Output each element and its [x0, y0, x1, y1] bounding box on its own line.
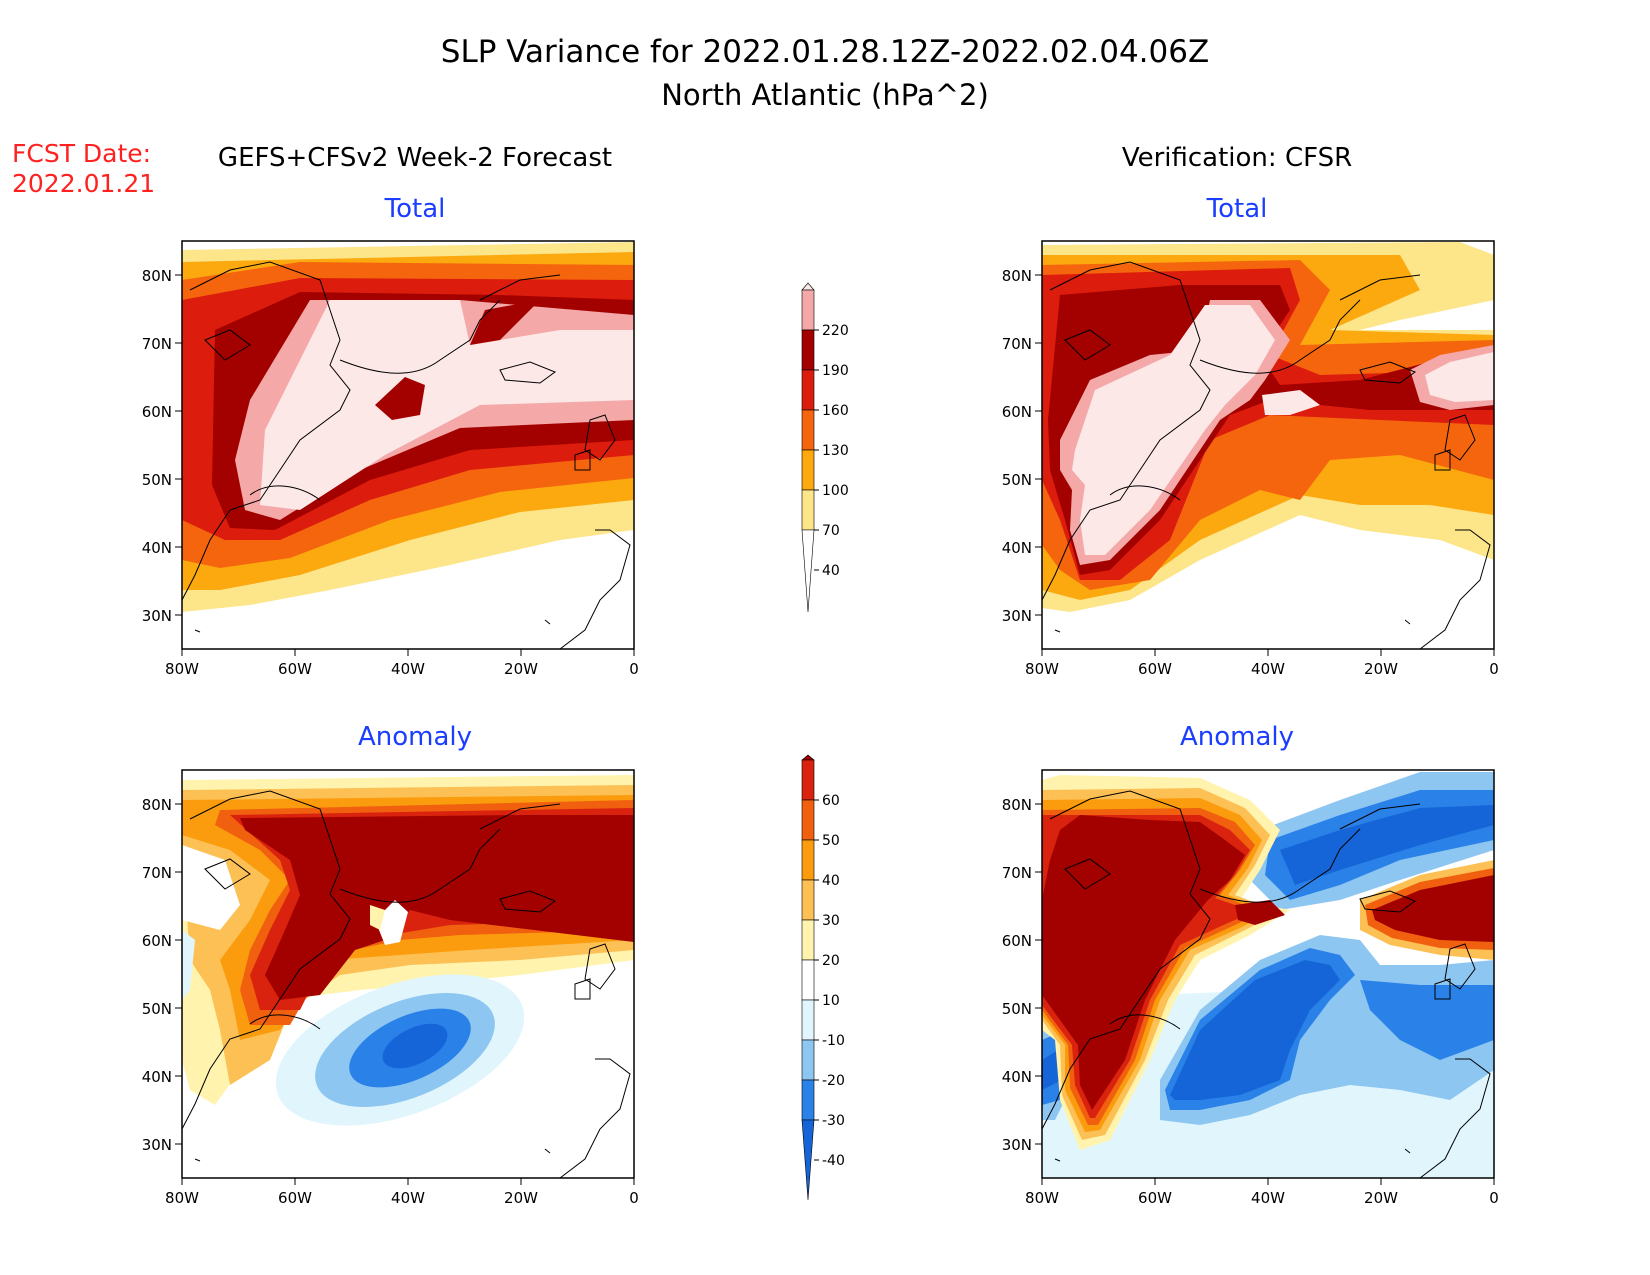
colorbar-box — [801, 409, 815, 451]
lon-tick-label: 0 — [629, 1189, 639, 1207]
lat-tick-label: 70N — [1002, 335, 1032, 353]
colorbar-label: 40 — [822, 563, 840, 579]
colorbar-box — [801, 289, 815, 331]
panel-title-fcst-anomaly: Anomaly — [358, 722, 472, 752]
axes-layer: 80W 60W 40W 20W 0 80N 70N 60N 50N 40N 30N 80W 60W 40W… — [142, 267, 1499, 1207]
colorbar-box — [801, 759, 815, 801]
panel-title-verif-total: Total — [1206, 194, 1268, 224]
colorbar-box — [801, 959, 815, 1001]
lon-tick-label: 40W — [1251, 660, 1285, 678]
lon-tick-label: 0 — [1489, 1189, 1499, 1207]
colorbar-box — [801, 919, 815, 961]
panel-title-fcst-total: Total — [384, 194, 446, 224]
colorbar-box — [801, 799, 815, 841]
lon-tick-label: 20W — [1364, 1189, 1398, 1207]
map-verif-total — [1042, 241, 1494, 649]
colorbar-label: 100 — [822, 483, 849, 499]
lon-tick-label: 80W — [165, 1189, 199, 1207]
colorbar-label: 20 — [822, 953, 840, 969]
colorbar-top-triangle — [801, 282, 815, 291]
lon-tick-label: 40W — [391, 660, 425, 678]
lat-tick-label: 30N — [1002, 1136, 1032, 1154]
lat-tick-label: 30N — [142, 607, 172, 625]
lon-tick-label: 20W — [1364, 660, 1398, 678]
lat-tick-label: 40N — [142, 539, 172, 557]
panel-title-verif-anomaly: Anomaly — [1180, 722, 1294, 752]
colorbar-box — [801, 1039, 815, 1081]
lat-tick-label: 70N — [142, 864, 172, 882]
lat-tick-label: 50N — [142, 471, 172, 489]
colorbar-label: -40 — [822, 1153, 845, 1169]
lon-tick-label: 80W — [1025, 660, 1059, 678]
colorbar-label: 190 — [822, 363, 849, 379]
colorbar-label: 50 — [822, 833, 840, 849]
lat-tick-label: 40N — [142, 1068, 172, 1086]
lat-tick-label: 60N — [142, 403, 172, 421]
colorbar-box — [801, 999, 815, 1041]
lon-tick-label: 60W — [1138, 1189, 1172, 1207]
colorbar-box — [801, 879, 815, 921]
colorbar-anomaly: 60 50 40 30 20 10 -10 -20 -30 -40 — [801, 754, 845, 1201]
colorbar-label: 220 — [822, 323, 849, 339]
lat-tick-label: 70N — [1002, 864, 1032, 882]
lat-tick-label: 70N — [142, 335, 172, 353]
lon-tick-label: 40W — [1251, 1189, 1285, 1207]
colorbar-label: 10 — [822, 993, 840, 1009]
colorbar-label: 160 — [822, 403, 849, 419]
colorbar-box — [801, 329, 815, 371]
lon-tick-label: 20W — [504, 1189, 538, 1207]
lon-tick-label: 20W — [504, 660, 538, 678]
colorbar-label: 60 — [822, 793, 840, 809]
colorbar-label: 70 — [822, 523, 840, 539]
lon-tick-label: 60W — [278, 1189, 312, 1207]
verification-heading: Verification: CFSR — [1122, 143, 1352, 173]
lat-tick-label: 60N — [1002, 932, 1032, 950]
colorbar-box — [801, 489, 815, 531]
colorbar-box — [801, 449, 815, 491]
colorbar-top-triangle — [801, 754, 815, 761]
figure-subtitle: North Atlantic (hPa^2) — [661, 78, 989, 112]
lon-tick-label: 0 — [1489, 660, 1499, 678]
colorbar-box — [801, 1079, 815, 1121]
colorbar-label: -10 — [822, 1033, 845, 1049]
lat-tick-label: 40N — [1002, 539, 1032, 557]
lon-tick-label: 80W — [1025, 1189, 1059, 1207]
colorbar-label: 40 — [822, 873, 840, 889]
lat-tick-label: 60N — [1002, 403, 1032, 421]
figure-title: SLP Variance for 2022.01.28.12Z-2022.02.… — [441, 34, 1209, 70]
colorbar-bottom-triangle — [801, 1119, 815, 1201]
lat-tick-label: 80N — [1002, 267, 1032, 285]
colorbar-label: 30 — [822, 913, 840, 929]
colorbar-label: -30 — [822, 1113, 845, 1129]
map-fcst-anomaly — [182, 770, 634, 1178]
lat-tick-label: 80N — [1002, 796, 1032, 814]
lon-tick-label: 60W — [1138, 660, 1172, 678]
lat-tick-label: 30N — [142, 1136, 172, 1154]
colorbar-box — [801, 369, 815, 411]
lat-tick-label: 60N — [142, 932, 172, 950]
colorbar-bottom-triangle — [801, 529, 815, 613]
lat-tick-label: 50N — [1002, 471, 1032, 489]
fcst-date-value: 2022.01.21 — [12, 169, 155, 198]
lat-tick-label: 80N — [142, 796, 172, 814]
lat-tick-label: 30N — [1002, 607, 1032, 625]
map-fcst-total — [182, 241, 634, 649]
forecast-heading: GEFS+CFSv2 Week-2 Forecast — [218, 143, 612, 173]
colorbar-total: 220 190 160 130 100 70 40 — [801, 282, 849, 613]
lon-tick-label: 80W — [165, 660, 199, 678]
lon-tick-label: 0 — [629, 660, 639, 678]
lat-tick-label: 80N — [142, 267, 172, 285]
lon-tick-label: 40W — [391, 1189, 425, 1207]
lat-tick-label: 50N — [1002, 1000, 1032, 1018]
colorbar-label: -20 — [822, 1073, 845, 1089]
lon-tick-label: 60W — [278, 660, 312, 678]
lat-tick-label: 50N — [142, 1000, 172, 1018]
colorbar-label: 130 — [822, 443, 849, 459]
fcst-date-label: FCST Date: — [12, 139, 151, 168]
colorbar-box — [801, 839, 815, 881]
map-verif-anomaly — [1042, 770, 1494, 1178]
lat-tick-label: 40N — [1002, 1068, 1032, 1086]
